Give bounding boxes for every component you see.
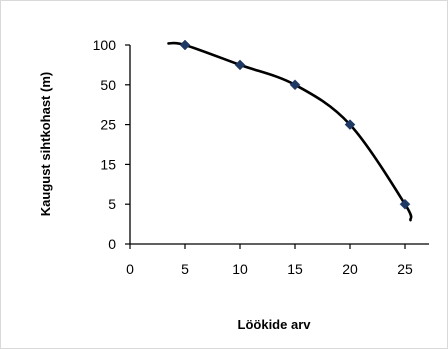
series-line	[169, 43, 412, 220]
y-tick-label: 50	[100, 77, 116, 93]
x-tick-label: 20	[342, 261, 358, 277]
data-point-marker	[290, 80, 300, 90]
y-axis-label: Kaugust sihtkohast (m)	[38, 72, 53, 216]
y-tick-label: 0	[108, 236, 116, 252]
y-tick-labels: 0 5 15 25 50 100	[93, 37, 117, 252]
y-tick-label: 25	[100, 117, 116, 133]
series	[169, 43, 412, 220]
data-point-marker	[180, 40, 190, 50]
x-tick-labels: 0 5 10 15 20 25	[126, 261, 413, 277]
x-axis-label: Löökide arv	[238, 317, 312, 332]
data-point-marker	[235, 60, 245, 70]
y-tick-label: 100	[93, 37, 117, 53]
x-tick-label: 10	[232, 261, 248, 277]
x-tick-label: 5	[181, 261, 189, 277]
axes	[130, 45, 429, 244]
y-tick-label: 15	[100, 156, 116, 172]
tick-marks	[125, 45, 405, 249]
x-tick-label: 15	[287, 261, 303, 277]
y-tick-label: 5	[108, 196, 116, 212]
x-tick-label: 0	[126, 261, 134, 277]
x-tick-label: 25	[397, 261, 413, 277]
data-markers	[180, 40, 410, 209]
